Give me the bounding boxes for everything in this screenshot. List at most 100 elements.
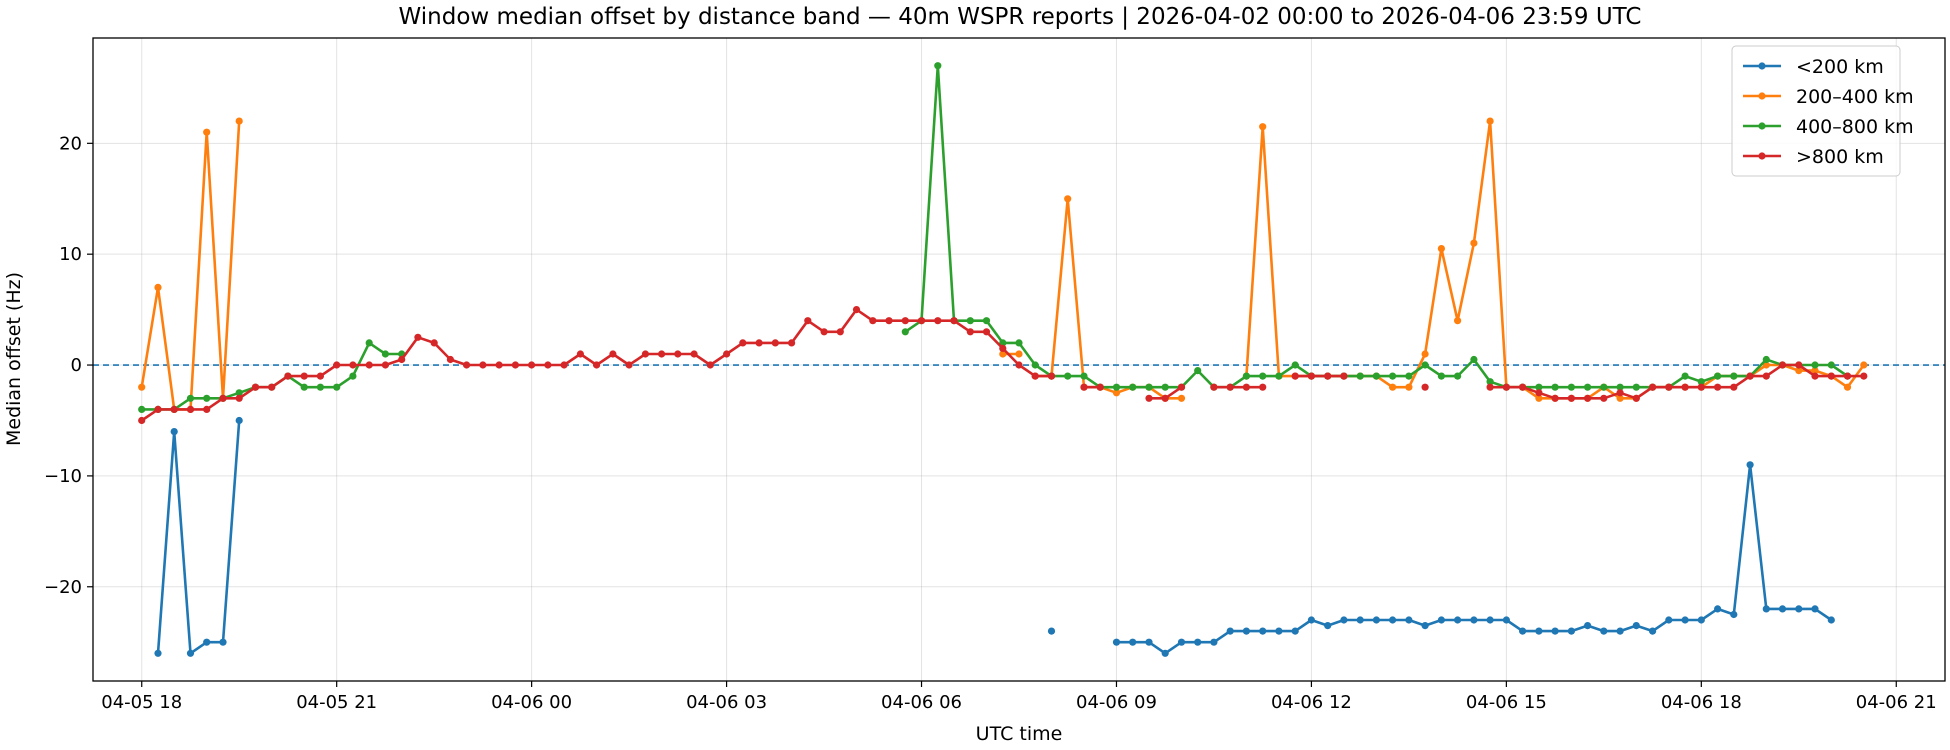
data-point — [1389, 372, 1397, 380]
data-point — [1145, 638, 1153, 646]
data-point — [1778, 361, 1787, 369]
data-point — [755, 339, 763, 347]
data-point — [1746, 461, 1754, 469]
data-point — [1145, 383, 1153, 391]
data-point — [1372, 616, 1380, 624]
data-point — [203, 394, 211, 402]
data-point — [316, 372, 324, 380]
data-point — [1843, 372, 1852, 380]
data-point — [1356, 616, 1364, 624]
data-point — [1567, 627, 1575, 635]
data-point — [1681, 616, 1689, 624]
data-point — [966, 317, 974, 325]
data-point — [300, 383, 308, 391]
data-point — [1860, 361, 1868, 369]
data-point — [641, 350, 650, 358]
data-point — [1226, 627, 1234, 635]
data-point — [706, 361, 714, 369]
data-point — [1600, 394, 1608, 402]
y-tick-label: −10 — [44, 466, 82, 487]
data-point — [463, 361, 471, 369]
data-point — [1177, 638, 1186, 646]
data-point — [1421, 350, 1429, 358]
data-point — [674, 350, 682, 358]
data-point — [1584, 394, 1592, 402]
y-tick-label: 0 — [71, 355, 82, 376]
legend-swatch-marker — [1758, 62, 1766, 70]
data-point — [1616, 389, 1624, 397]
y-tick-label: 20 — [59, 133, 82, 154]
data-point — [1389, 383, 1397, 391]
data-point — [1502, 616, 1510, 624]
data-point — [885, 317, 893, 325]
data-point — [1535, 383, 1543, 391]
data-point — [1486, 117, 1494, 125]
data-point — [1665, 616, 1673, 624]
data-point — [381, 350, 389, 358]
data-point — [1616, 394, 1624, 402]
data-point — [1778, 605, 1787, 613]
data-point — [1291, 627, 1299, 635]
data-point — [1307, 372, 1315, 380]
data-point — [982, 328, 991, 336]
data-point — [1454, 372, 1462, 380]
data-point — [1486, 378, 1494, 386]
data-point — [1567, 394, 1575, 402]
data-point — [1535, 627, 1543, 635]
data-point — [284, 372, 292, 380]
data-point — [219, 394, 227, 402]
data-point — [1031, 361, 1039, 369]
data-point — [1405, 372, 1413, 380]
legend-swatch-marker — [1758, 152, 1766, 160]
data-point — [1811, 605, 1819, 613]
data-point — [1470, 616, 1478, 624]
series-layer — [138, 62, 1868, 657]
data-point — [1681, 383, 1689, 391]
data-point — [1047, 372, 1056, 380]
data-point — [1535, 394, 1543, 402]
data-point — [1600, 627, 1608, 635]
chart-title: Window median offset by distance band — … — [399, 4, 1642, 30]
data-point — [1795, 361, 1803, 369]
data-point — [1421, 383, 1429, 391]
data-point — [186, 394, 195, 402]
x-tick-label: 04-06 21 — [1856, 692, 1937, 713]
data-point — [333, 383, 341, 391]
data-point — [1210, 383, 1218, 391]
series-3 — [138, 306, 1868, 425]
data-point — [1340, 616, 1348, 624]
data-point — [1827, 361, 1835, 369]
data-point — [1096, 383, 1104, 391]
data-point — [1584, 622, 1592, 630]
data-point — [1161, 383, 1169, 391]
data-point — [430, 339, 438, 347]
data-point — [1697, 378, 1705, 386]
y-axis-label: Median offset (Hz) — [3, 272, 25, 446]
data-point — [1372, 372, 1380, 380]
data-point — [1762, 355, 1770, 364]
data-point — [966, 328, 974, 336]
legend-swatch-marker — [1758, 122, 1766, 130]
data-point — [1551, 627, 1559, 635]
data-point — [999, 344, 1007, 352]
data-point — [1649, 627, 1657, 635]
data-point — [1031, 372, 1039, 380]
data-point — [1161, 649, 1169, 657]
legend-box — [1731, 45, 1901, 177]
x-axis-ticks: 04-05 18 04-05 21 04-06 00 04-06 03 04-06 06… — [101, 681, 1937, 713]
x-tick-label: 04-05 18 — [101, 692, 182, 713]
data-point — [1291, 372, 1299, 380]
data-point — [690, 350, 698, 358]
data-point — [495, 361, 503, 369]
legend-label: <200 km — [1796, 56, 1884, 78]
data-point — [479, 361, 487, 369]
data-point — [1535, 389, 1543, 397]
data-point — [381, 361, 389, 369]
data-point — [1242, 372, 1250, 380]
data-point — [1437, 245, 1445, 253]
data-point — [1064, 195, 1072, 203]
data-point — [1064, 372, 1072, 380]
data-point — [901, 317, 909, 325]
